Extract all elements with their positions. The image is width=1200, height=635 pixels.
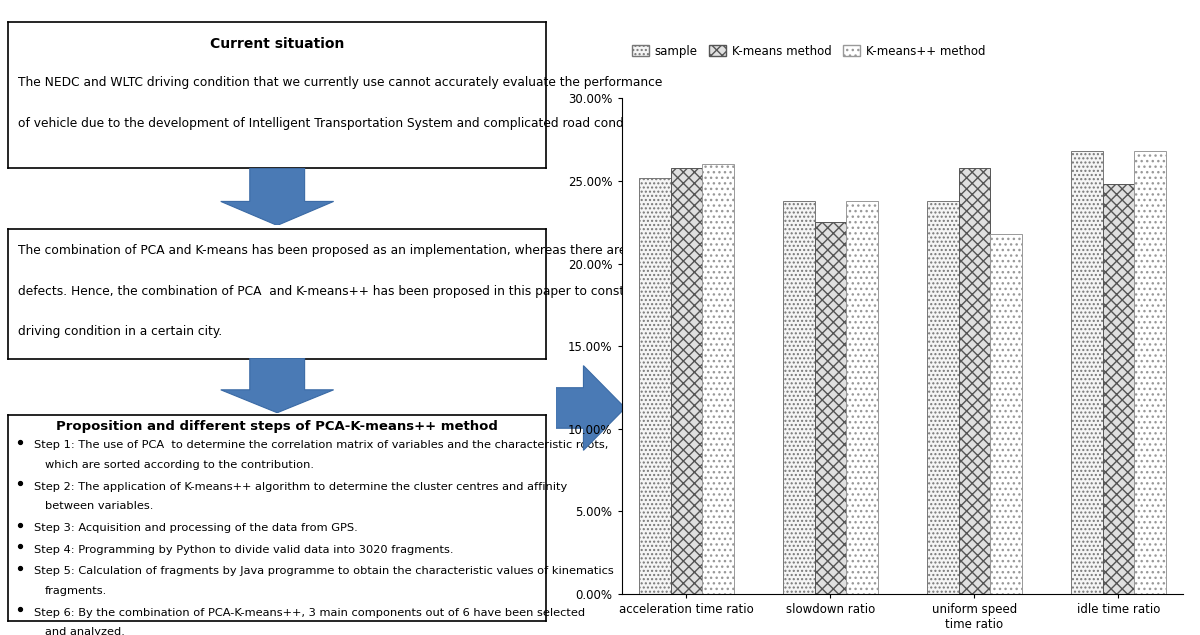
Bar bbox=[990, 234, 1022, 594]
Text: which are sorted according to the contribution.: which are sorted according to the contri… bbox=[44, 460, 314, 470]
Bar bbox=[959, 168, 990, 594]
Bar bbox=[1134, 151, 1166, 594]
Text: The combination of PCA and K-means has been proposed as an implementation, where: The combination of PCA and K-means has b… bbox=[18, 244, 673, 257]
Text: of vehicle due to the development of Intelligent Transportation System and compl: of vehicle due to the development of Int… bbox=[18, 117, 654, 130]
Text: Current situation: Current situation bbox=[210, 37, 344, 51]
Text: Step 3: Acquisition and processing of the data from GPS.: Step 3: Acquisition and processing of th… bbox=[35, 523, 358, 533]
Text: Step 1: The use of PCA  to determine the correlation matrix of variables and the: Step 1: The use of PCA to determine the … bbox=[35, 441, 608, 450]
Text: Step 2: The application of K-means++ algorithm to determine the cluster centres : Step 2: The application of K-means++ alg… bbox=[35, 482, 568, 491]
Polygon shape bbox=[556, 366, 625, 450]
Bar bbox=[926, 201, 959, 594]
Legend: sample, K-means method, K-means++ method: sample, K-means method, K-means++ method bbox=[628, 40, 990, 62]
Text: Step 6: By the combination of PCA-K-means++, 3 main components out of 6 have bee: Step 6: By the combination of PCA-K-mean… bbox=[35, 608, 586, 618]
Text: and analyzed.: and analyzed. bbox=[44, 627, 125, 635]
Bar bbox=[782, 201, 815, 594]
Text: fragments.: fragments. bbox=[44, 586, 107, 596]
Polygon shape bbox=[221, 358, 334, 413]
Text: between variables.: between variables. bbox=[44, 502, 154, 511]
Text: The NEDC and WLTC driving condition that we currently use cannot accurately eval: The NEDC and WLTC driving condition that… bbox=[18, 76, 662, 90]
Polygon shape bbox=[221, 168, 334, 225]
Bar bbox=[671, 168, 702, 594]
Text: Step 5: Calculation of fragments by Java programme to obtain the characteristic : Step 5: Calculation of fragments by Java… bbox=[35, 566, 614, 577]
Text: Step 4: Programming by Python to divide valid data into 3020 fragments.: Step 4: Programming by Python to divide … bbox=[35, 545, 454, 554]
Bar bbox=[1103, 184, 1134, 594]
Text: driving condition in a certain city.: driving condition in a certain city. bbox=[18, 325, 222, 338]
Bar bbox=[1070, 151, 1103, 594]
Bar bbox=[702, 164, 734, 594]
Text: defects. Hence, the combination of PCA  and K-means++ has been proposed in this : defects. Hence, the combination of PCA a… bbox=[18, 284, 673, 298]
Bar bbox=[638, 178, 671, 594]
Text: Proposition and different steps of PCA-K-means++ method: Proposition and different steps of PCA-K… bbox=[56, 420, 498, 433]
Bar bbox=[815, 222, 846, 594]
Bar bbox=[846, 201, 878, 594]
